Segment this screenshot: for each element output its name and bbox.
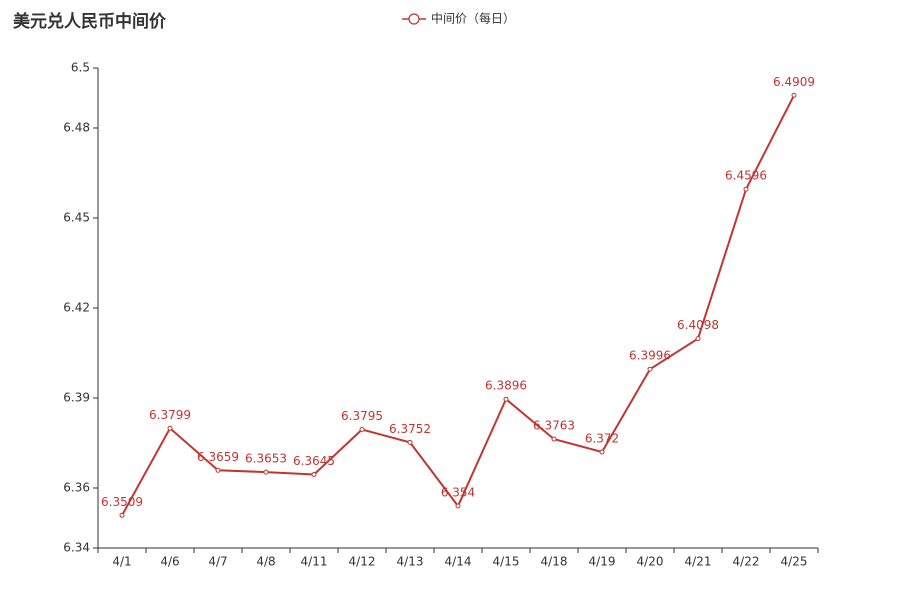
- y-tick-label: 6.34: [63, 541, 90, 555]
- point: [407, 439, 413, 445]
- x-tick-label: 4/11: [301, 555, 328, 569]
- point: [119, 512, 125, 518]
- value-label: 6.3659: [197, 450, 239, 464]
- x-tick-label: 4/12: [349, 555, 376, 569]
- value-label: 6.354: [441, 486, 475, 500]
- value-label: 6.372: [585, 432, 619, 446]
- value-label: 6.4098: [677, 318, 719, 332]
- point: [599, 449, 605, 455]
- value-label: 6.3509: [101, 495, 143, 509]
- point: [551, 436, 557, 442]
- point: [359, 427, 365, 432]
- value-label: 6.3752: [389, 422, 431, 436]
- x-tick-label: 4/20: [637, 555, 664, 569]
- x-tick-label: 4/18: [541, 555, 568, 569]
- y-tick-label: 6.48: [63, 121, 90, 135]
- point: [647, 366, 653, 372]
- value-label: 6.4909: [773, 75, 815, 89]
- value-label: 6.3763: [533, 419, 575, 433]
- x-tick-label: 4/6: [160, 555, 179, 569]
- point: [791, 92, 797, 98]
- point: [215, 467, 221, 473]
- y-tick-label: 6.5: [71, 61, 90, 75]
- value-label: 6.4596: [725, 169, 767, 183]
- x-tick-label: 4/22: [733, 555, 760, 569]
- point: [743, 186, 749, 192]
- x-tick-label: 4/14: [445, 555, 472, 569]
- value-label: 6.3799: [149, 408, 191, 422]
- point: [695, 336, 701, 342]
- value-label: 6.3896: [485, 379, 527, 393]
- x-tick-label: 4/8: [256, 555, 275, 569]
- point: [167, 425, 173, 431]
- value-label: 6.3996: [629, 349, 671, 363]
- x-tick-label: 4/15: [493, 555, 520, 569]
- value-label: 6.3645: [293, 454, 335, 468]
- x-tick-label: 4/21: [685, 555, 712, 569]
- legend-marker: [408, 13, 420, 25]
- y-tick-label: 6.39: [63, 391, 90, 405]
- legend-label: 中间价（每日）: [431, 11, 515, 26]
- y-tick-label: 6.36: [63, 481, 90, 495]
- point: [311, 472, 317, 477]
- y-tick-label: 6.42: [63, 301, 90, 315]
- point: [503, 396, 509, 402]
- x-tick-label: 4/1: [112, 555, 131, 569]
- x-tick-label: 4/7: [208, 555, 227, 569]
- x-tick-label: 4/13: [397, 555, 424, 569]
- chart-title: 美元兑人民币中间价: [13, 11, 167, 32]
- y-tick-label: 6.45: [63, 211, 90, 225]
- point: [263, 469, 269, 475]
- value-label: 6.3653: [245, 452, 287, 466]
- x-tick-label: 4/25: [781, 555, 808, 569]
- point: [455, 503, 461, 509]
- x-tick-label: 4/19: [589, 555, 616, 569]
- value-label: 6.3795: [341, 409, 383, 423]
